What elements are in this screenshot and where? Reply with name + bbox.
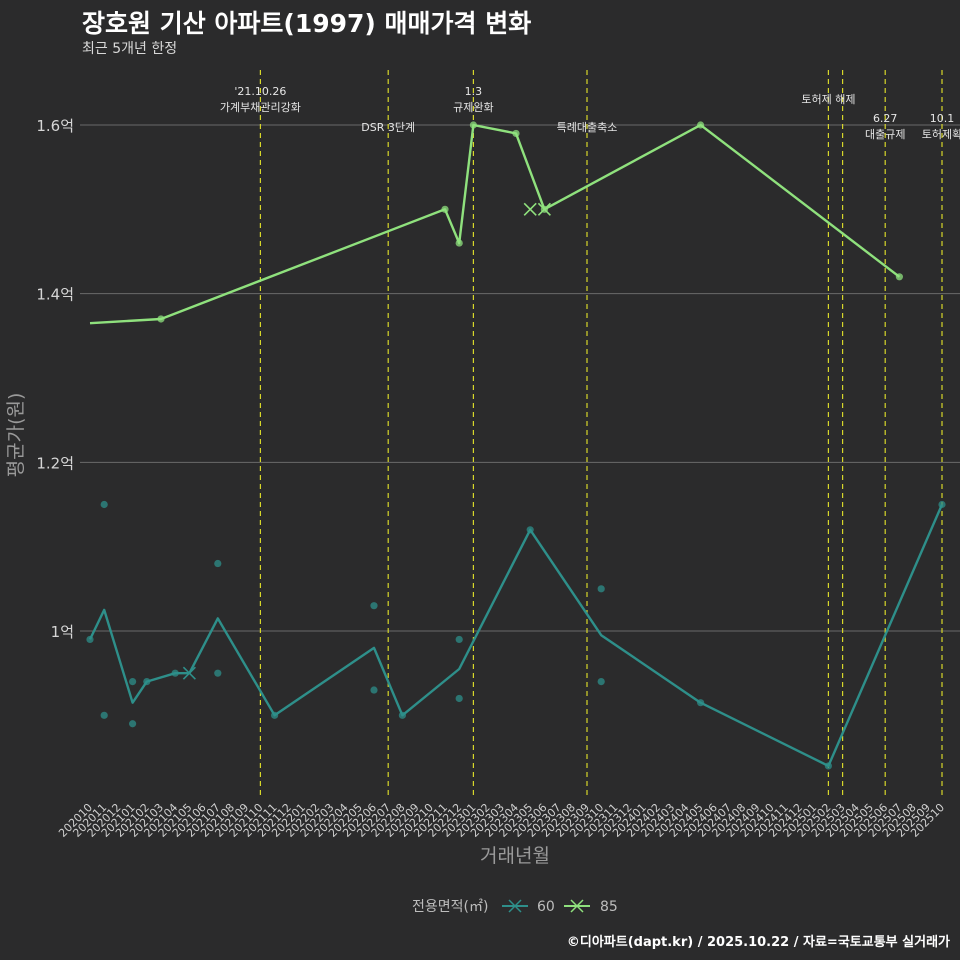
event-label: DSR 3단계 xyxy=(361,121,415,134)
y-tick-label: 1.6억 xyxy=(36,117,74,135)
series-60-point xyxy=(455,635,463,644)
legend-label-60: 60 xyxy=(537,899,555,915)
legend-label-85: 85 xyxy=(600,899,618,915)
series-60-x-mark xyxy=(182,666,196,680)
legend-item-60: 60 xyxy=(502,899,555,915)
series-85-x-mark xyxy=(537,202,551,216)
event-label: 규제완화 xyxy=(453,101,493,114)
y-axis-title: 평균가(원) xyxy=(5,393,27,478)
event-label: 특례대출축소 xyxy=(557,121,618,134)
series-60-point xyxy=(824,762,833,770)
series-60-point xyxy=(129,678,137,686)
event-label: 토허제확 xyxy=(922,128,960,141)
legend-item-85: 85 xyxy=(564,899,618,915)
event-label: 가계부채관리강화 xyxy=(220,101,301,114)
series-60-point xyxy=(597,678,605,686)
series-60-point xyxy=(938,500,946,509)
series-60-point xyxy=(171,669,179,677)
event-label: 6.27 xyxy=(873,112,898,125)
series-60-point xyxy=(271,711,279,719)
source-caption: ©디아파트(dapt.kr) / 2025.10.22 / 자료=국토교통부 실… xyxy=(566,935,950,950)
series-60-point xyxy=(526,526,534,534)
legend: 전용면적(㎡) 60 85 xyxy=(412,899,618,915)
y-tick-label: 1.2억 xyxy=(36,454,74,472)
event-label: 토허제 해제 xyxy=(801,92,855,106)
series-60-point xyxy=(597,585,605,593)
x-tick-labels: 2020102020112020122021012021022021032021… xyxy=(56,801,947,840)
series-60-point xyxy=(370,602,378,610)
series-60-point xyxy=(100,500,108,509)
event-label: '21.10.26 xyxy=(234,85,286,98)
series-85-point xyxy=(697,121,705,129)
series-85-point xyxy=(512,129,520,138)
series-60-point xyxy=(143,678,151,686)
y-tick-label: 1억 xyxy=(51,623,74,641)
series-60-point xyxy=(214,559,222,568)
y-tick-label: 1.4억 xyxy=(36,286,74,304)
event-lines xyxy=(259,70,943,795)
series-60-point xyxy=(697,699,705,707)
legend-key-85-x xyxy=(570,899,584,913)
series-85-point xyxy=(455,239,463,247)
series-60-point xyxy=(455,694,463,703)
legend-key-60-x xyxy=(508,899,522,913)
series-60-point xyxy=(398,711,406,719)
series-60-line xyxy=(88,504,944,768)
series-85-x-mark xyxy=(523,202,537,216)
chart-subtitle: 최근 5개년 한정 xyxy=(82,41,178,57)
series-60-point xyxy=(214,669,222,677)
legend-title: 전용면적(㎡) xyxy=(412,899,488,915)
series-85-point xyxy=(895,273,904,281)
series-85-point xyxy=(441,205,449,213)
series-60-point xyxy=(100,711,108,719)
series-60-point xyxy=(370,686,378,694)
chart-title: 장호원 기산 아파트(1997) 매매가격 변화 xyxy=(82,9,532,38)
x-axis-title: 거래년월 xyxy=(480,845,550,867)
series-60-point xyxy=(86,635,94,644)
event-label: 대출규제 xyxy=(865,128,905,141)
series-85-point xyxy=(469,121,477,129)
event-label: 10.1 xyxy=(930,112,955,125)
series-85-point xyxy=(157,315,165,323)
series-layer xyxy=(86,121,946,770)
y-tick-labels: 1억 1.2억 1.4억 1.6억 xyxy=(36,117,74,641)
series-60-point xyxy=(129,720,137,728)
event-label: 1.3 xyxy=(465,85,483,98)
